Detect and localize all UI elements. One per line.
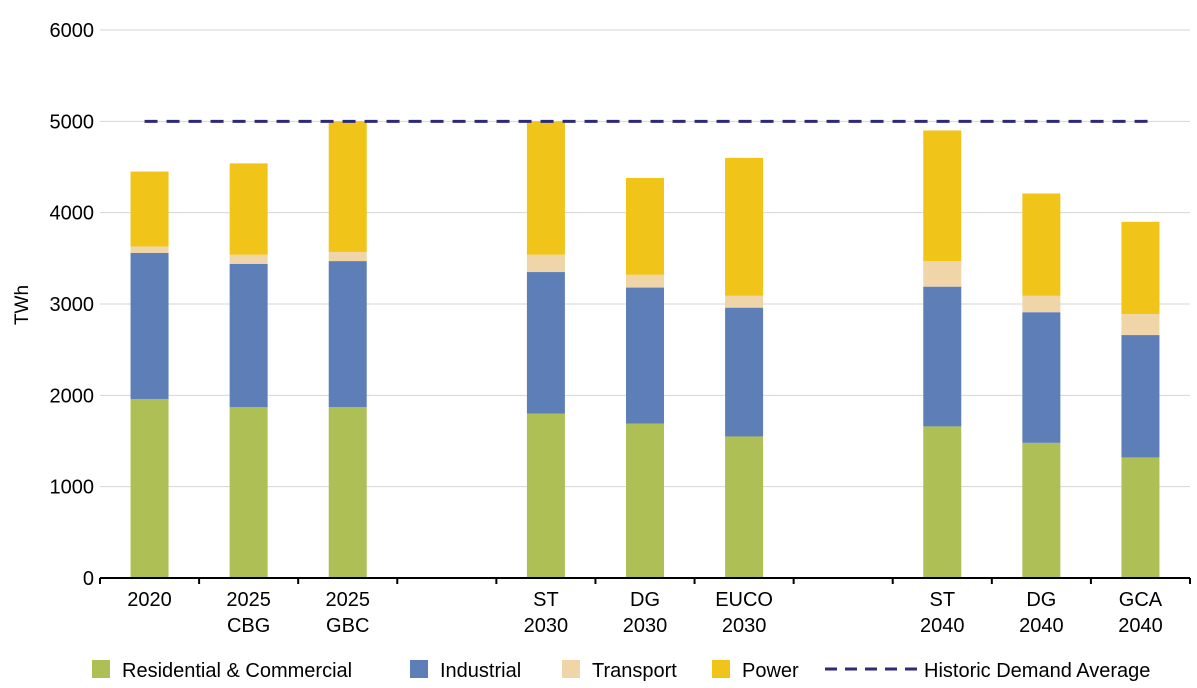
bar-segment	[923, 261, 962, 287]
bar-segment	[229, 163, 268, 255]
bar-segment	[229, 263, 268, 408]
x-tick-label: EUCO	[715, 589, 773, 611]
bar-segment	[923, 286, 962, 427]
bar-segment	[725, 295, 764, 308]
x-tick-label: 2030	[722, 615, 767, 637]
bar-segment	[526, 254, 565, 273]
bar-segment	[130, 246, 169, 253]
x-tick-label: DG	[630, 589, 660, 611]
bar-segment	[1022, 295, 1061, 313]
y-tick-label: 3000	[50, 294, 95, 316]
legend-label: Transport	[592, 660, 677, 682]
bar-segment	[229, 254, 268, 264]
bar-segment	[725, 436, 764, 578]
bars	[130, 121, 1160, 578]
x-tick-label: ST	[533, 589, 559, 611]
legend-swatch	[92, 660, 110, 678]
bar-segment	[328, 261, 367, 408]
bar-segment	[526, 413, 565, 578]
bar-segment	[923, 130, 962, 262]
bar-segment	[1022, 442, 1061, 578]
y-axis-ticks: 0 1000 2000 3000 4000 5000 6000	[50, 20, 95, 590]
y-axis-title: TWh	[12, 285, 33, 325]
y-tick-label: 6000	[50, 20, 95, 42]
bar-segment	[130, 252, 169, 399]
x-tick-label: 2040	[1019, 615, 1064, 637]
bar-segment	[1121, 457, 1160, 578]
bar-segment	[1121, 221, 1160, 315]
x-tick-label: 2030	[524, 615, 569, 637]
bar-segment	[626, 177, 664, 275]
x-tick-label: 2025	[226, 589, 271, 611]
bar-segment	[725, 157, 764, 296]
bar-segment	[626, 423, 664, 578]
legend-label: Power	[742, 660, 799, 682]
x-tick-label: 2040	[1118, 615, 1163, 637]
y-tick-label: 0	[83, 568, 94, 590]
x-tick-label: 2040	[920, 615, 965, 637]
bar-segment	[1022, 193, 1061, 296]
bar-segment	[526, 121, 565, 255]
legend: Residential & Commercial Industrial Transp…	[92, 660, 1150, 682]
bar-segment	[130, 398, 169, 578]
bar-segment	[328, 407, 367, 578]
legend-swatch	[410, 660, 428, 678]
legend-label: Historic Demand Average	[924, 660, 1150, 682]
legend-label: Residential & Commercial	[122, 660, 352, 682]
y-tick-label: 4000	[50, 203, 95, 225]
legend-label: Industrial	[440, 660, 521, 682]
x-tick-label: ST	[929, 589, 955, 611]
x-axis: 2020 2025 CBG 2025 GBC ST 2030 DG 2030 EUCO 2030 ST…	[99, 577, 1191, 637]
x-tick-label: DG	[1026, 589, 1056, 611]
bar-segment	[626, 274, 664, 288]
x-tick-label: GCA	[1119, 589, 1163, 611]
y-tick-label: 2000	[50, 385, 95, 407]
x-tick-label: GBC	[326, 615, 369, 637]
bar-segment	[328, 251, 367, 262]
bar-segment	[328, 121, 367, 252]
y-tick-label: 5000	[50, 111, 95, 133]
bar-segment	[1121, 335, 1160, 458]
bar-segment	[725, 307, 764, 437]
bar-segment	[1121, 314, 1160, 336]
bar-segment	[229, 407, 268, 578]
x-tick-label: 2025	[325, 589, 370, 611]
bar-segment	[923, 426, 962, 578]
bar-segment	[526, 272, 565, 414]
y-tick-label: 1000	[50, 477, 95, 499]
bar-segment	[130, 171, 169, 247]
bar-segment	[626, 287, 664, 424]
legend-swatch	[712, 660, 730, 678]
legend-swatch	[562, 660, 580, 678]
x-tick-label: 2030	[623, 615, 668, 637]
x-tick-label: 2020	[127, 589, 172, 611]
bar-segment	[1022, 312, 1061, 443]
x-tick-label: CBG	[227, 615, 270, 637]
